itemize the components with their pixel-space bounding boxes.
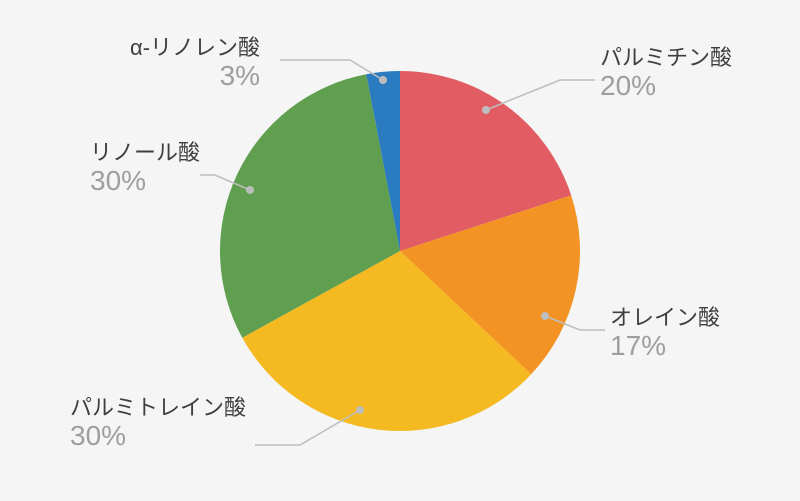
label-alinolenic-name: α-リノレン酸 bbox=[130, 35, 260, 61]
label-linoleic: リノール酸 30% bbox=[90, 140, 200, 197]
label-palmitic-name: パルミチン酸 bbox=[600, 45, 732, 71]
label-palmitoleic-name: パルミトレイン酸 bbox=[70, 395, 246, 421]
pie-chart-container: パルミチン酸 20% オレイン酸 17% パルミトレイン酸 30% リノール酸 … bbox=[0, 0, 800, 501]
label-palmitic: パルミチン酸 20% bbox=[600, 45, 732, 102]
label-alinolenic-pct: 3% bbox=[130, 61, 260, 92]
label-oleic-name: オレイン酸 bbox=[610, 305, 720, 331]
label-linoleic-pct: 30% bbox=[90, 166, 200, 197]
label-palmitoleic-pct: 30% bbox=[70, 421, 246, 452]
pie-slices bbox=[220, 71, 580, 431]
label-oleic-pct: 17% bbox=[610, 331, 720, 362]
label-linoleic-name: リノール酸 bbox=[90, 140, 200, 166]
label-oleic: オレイン酸 17% bbox=[610, 305, 720, 362]
label-alinolenic: α-リノレン酸 3% bbox=[130, 35, 260, 92]
label-palmitoleic: パルミトレイン酸 30% bbox=[70, 395, 246, 452]
pie-chart bbox=[200, 51, 600, 451]
label-palmitic-pct: 20% bbox=[600, 71, 732, 102]
